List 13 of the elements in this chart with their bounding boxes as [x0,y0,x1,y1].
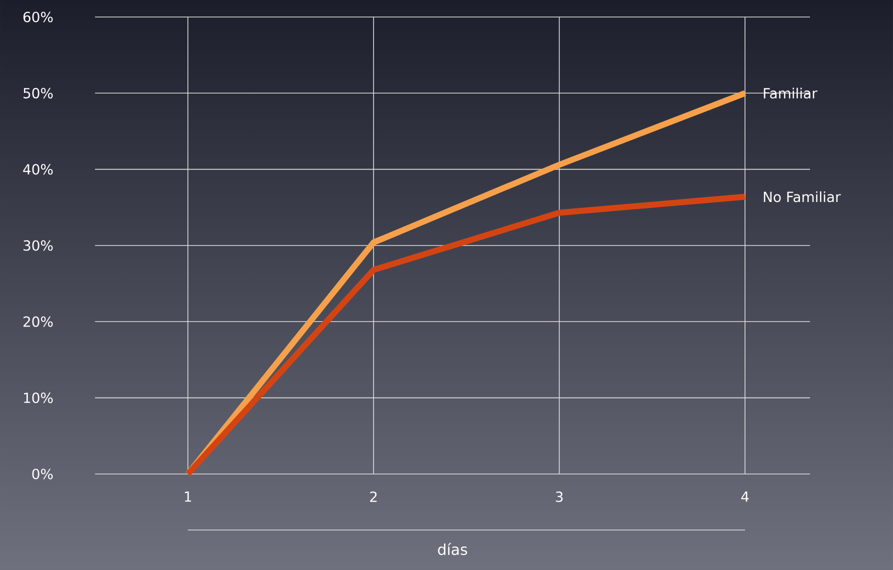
y-tick-label: 30% [24,240,53,251]
x-tick-label: 2 [370,492,377,502]
y-tick-label: 40% [23,164,53,175]
y-tick-label: 20% [24,316,53,327]
y-tick-label: 0% [32,468,53,480]
series-label: No Familiar [764,191,841,202]
x-tick-label: 4 [741,492,749,502]
y-tick-label: 60% [23,12,53,22]
x-tick-label: 3 [556,492,563,502]
x-tick-label: 1 [184,492,192,502]
y-tick-label: 10% [24,392,53,404]
y-tick-label: 50% [24,88,53,98]
x-axis-title: días [438,542,468,556]
